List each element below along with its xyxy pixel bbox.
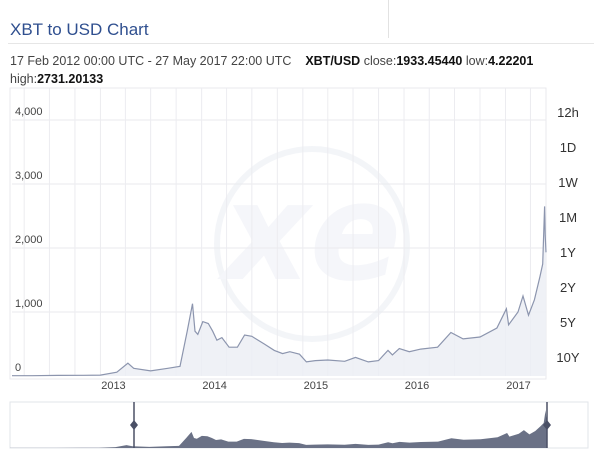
x-tick-label: 2015 xyxy=(304,380,328,392)
navigator-series xyxy=(10,410,547,448)
page-title: XBT to USD Chart xyxy=(10,20,149,39)
y-tick-label: 0 xyxy=(15,362,21,374)
x-tick-label: 2013 xyxy=(101,380,125,392)
price-chart[interactable]: xe 0 1,000 2,000 3,000 4,000 2013 2014 2015 201… xyxy=(0,84,602,396)
x-tick-label: 2017 xyxy=(506,380,530,392)
y-tick-label: 1,000 xyxy=(15,298,43,310)
high-value: 2731.20133 xyxy=(37,72,104,86)
low-value: 4.22201 xyxy=(488,54,534,68)
close-value: 1933.45440 xyxy=(396,54,463,68)
period-button-10y[interactable]: 10Y xyxy=(556,350,580,365)
period-button-12h[interactable]: 12h xyxy=(557,105,579,120)
period-button-2y[interactable]: 2Y xyxy=(560,280,576,295)
range-navigator[interactable] xyxy=(0,400,602,460)
close-label: close: xyxy=(363,54,397,68)
period-button-1w[interactable]: 1W xyxy=(558,175,578,190)
date-range: 17 Feb 2012 00:00 UTC - 27 May 2017 22:0… xyxy=(10,54,292,68)
y-tick-label: 4,000 xyxy=(15,106,43,118)
period-button-1m[interactable]: 1M xyxy=(558,210,578,225)
svg-text:xe: xe xyxy=(217,154,402,311)
series-line xyxy=(12,206,547,377)
navigator-right-handle[interactable] xyxy=(543,420,551,430)
period-button-1y[interactable]: 1Y xyxy=(560,245,576,260)
xe-logo-watermark: xe xyxy=(214,146,410,342)
y-tick-label: 3,000 xyxy=(15,170,43,182)
title-divider xyxy=(388,0,389,38)
period-button-1d[interactable]: 1D xyxy=(559,140,577,155)
currency-pair: XBT/USD xyxy=(305,54,361,68)
series-area xyxy=(12,206,546,376)
y-tick-label: 2,000 xyxy=(15,234,43,246)
x-tick-label: 2016 xyxy=(405,380,429,392)
navigator-left-handle[interactable] xyxy=(130,420,138,430)
chart-info: 17 Feb 2012 00:00 UTC - 27 May 2017 22:0… xyxy=(10,52,590,88)
high-label: high: xyxy=(10,72,38,86)
header-divider xyxy=(8,43,594,44)
low-label: low: xyxy=(465,54,489,68)
period-button-5y[interactable]: 5Y xyxy=(560,315,576,330)
x-tick-label: 2014 xyxy=(202,380,226,392)
period-selector: 12h 1D 1W 1M 1Y 2Y 5Y 10Y xyxy=(546,95,590,375)
